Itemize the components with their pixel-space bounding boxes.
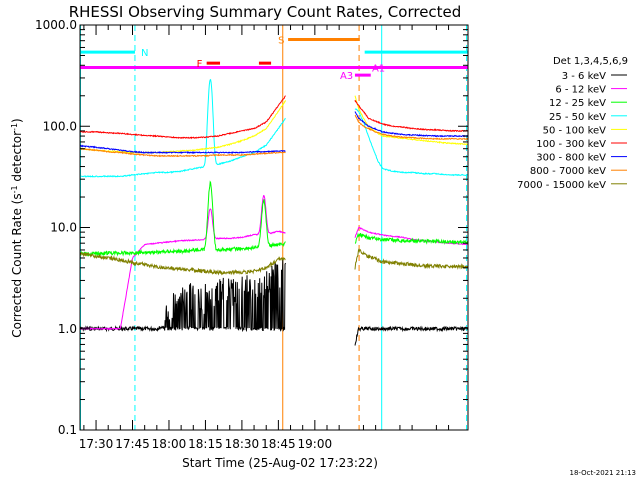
flag-label-s: S <box>278 35 284 46</box>
series-path-0 <box>79 95 286 140</box>
series-path-1 <box>354 232 469 246</box>
series-path-0 <box>80 251 286 276</box>
legend-label: 50 - 100 keV <box>543 125 607 136</box>
series-3-6-kev <box>79 259 469 346</box>
flag-label-n: N <box>141 48 148 59</box>
legend-label: 6 - 12 keV <box>555 85 606 96</box>
series-100-300-kev <box>79 95 469 140</box>
series-path-0 <box>79 100 286 155</box>
y-axis-label-sup1: -1 <box>10 185 19 193</box>
legend-label: 7000 - 15000 keV <box>517 180 606 191</box>
plot-area: N F S A1 A3 <box>79 25 469 430</box>
y-tick-label: 100.0 <box>43 119 77 133</box>
legend-label: 25 - 50 keV <box>549 112 606 123</box>
y-axis-label-main: Corrected Count Rate (s <box>10 193 24 337</box>
legend-label: 100 - 300 keV <box>536 139 606 150</box>
series-7000-15000-kev <box>80 247 469 276</box>
y-tick-label: 10.0 <box>50 221 77 235</box>
series-path-1 <box>354 111 469 138</box>
x-tick-label: 17:30 <box>79 437 114 451</box>
series-path-0 <box>79 259 286 333</box>
footer-timestamp: 18-Oct-2021 21:13 <box>570 469 636 477</box>
axes: 0.1 1.0 10.0 100.0 1000.0 17:30 17:45 18:00 18:1… <box>35 18 469 451</box>
series-path-0 <box>79 180 286 257</box>
x-tick-label: 17:45 <box>115 437 150 451</box>
y-axis-label-mid: detector <box>10 131 24 186</box>
series-path-1 <box>354 114 468 141</box>
series-path-0 <box>80 194 286 331</box>
series-300-800-kev <box>79 111 469 155</box>
series-path-0 <box>79 147 286 158</box>
legend-label: 800 - 7000 keV <box>530 166 606 177</box>
legend-label: 12 - 25 keV <box>549 98 606 109</box>
series-path-1 <box>354 108 469 177</box>
legend: Det 1,3,4,5,6,9 3 - 6 keV 6 - 12 keV 12 - 2… <box>517 56 628 191</box>
series-path-0 <box>79 144 286 155</box>
series-50-100-kev <box>79 95 469 155</box>
y-tick-label: 1000.0 <box>35 18 77 32</box>
y-axis-label-sup2: -1 <box>10 123 19 131</box>
y-tick-label: 1.0 <box>58 322 77 336</box>
axes-frame <box>79 24 469 431</box>
x-tick-label: 18:30 <box>225 437 260 451</box>
series-path-1 <box>354 247 469 270</box>
y-axis-label: Corrected Count Rate (s-1 detector-1) <box>10 118 25 337</box>
x-tick-label: 18:15 <box>188 437 223 451</box>
y-axis-label-end: ) <box>10 118 24 123</box>
legend-label: 3 - 6 keV <box>562 71 606 82</box>
chart-title: RHESSI Observing Summary Count Rates, Co… <box>69 3 462 21</box>
x-tick-label: 19:00 <box>298 437 333 451</box>
legend-title: Det 1,3,4,5,6,9 <box>553 56 628 67</box>
series-12-25-kev <box>79 180 469 257</box>
flag-label-a3: A3 <box>340 71 353 82</box>
x-axis-label: Start Time (25-Aug-02 17:23:22) <box>182 456 378 470</box>
series-path-1 <box>354 325 469 346</box>
flag-label-f: F <box>197 59 203 70</box>
x-tick-label: 18:00 <box>152 437 187 451</box>
series-800-7000-kev <box>79 114 468 158</box>
series-path-1 <box>354 99 469 133</box>
legend-label: 300 - 800 keV <box>536 153 606 164</box>
flag-label-a1: A1 <box>372 64 385 75</box>
y-tick-label: 0.1 <box>58 423 77 437</box>
x-tick-label: 18:45 <box>261 437 296 451</box>
